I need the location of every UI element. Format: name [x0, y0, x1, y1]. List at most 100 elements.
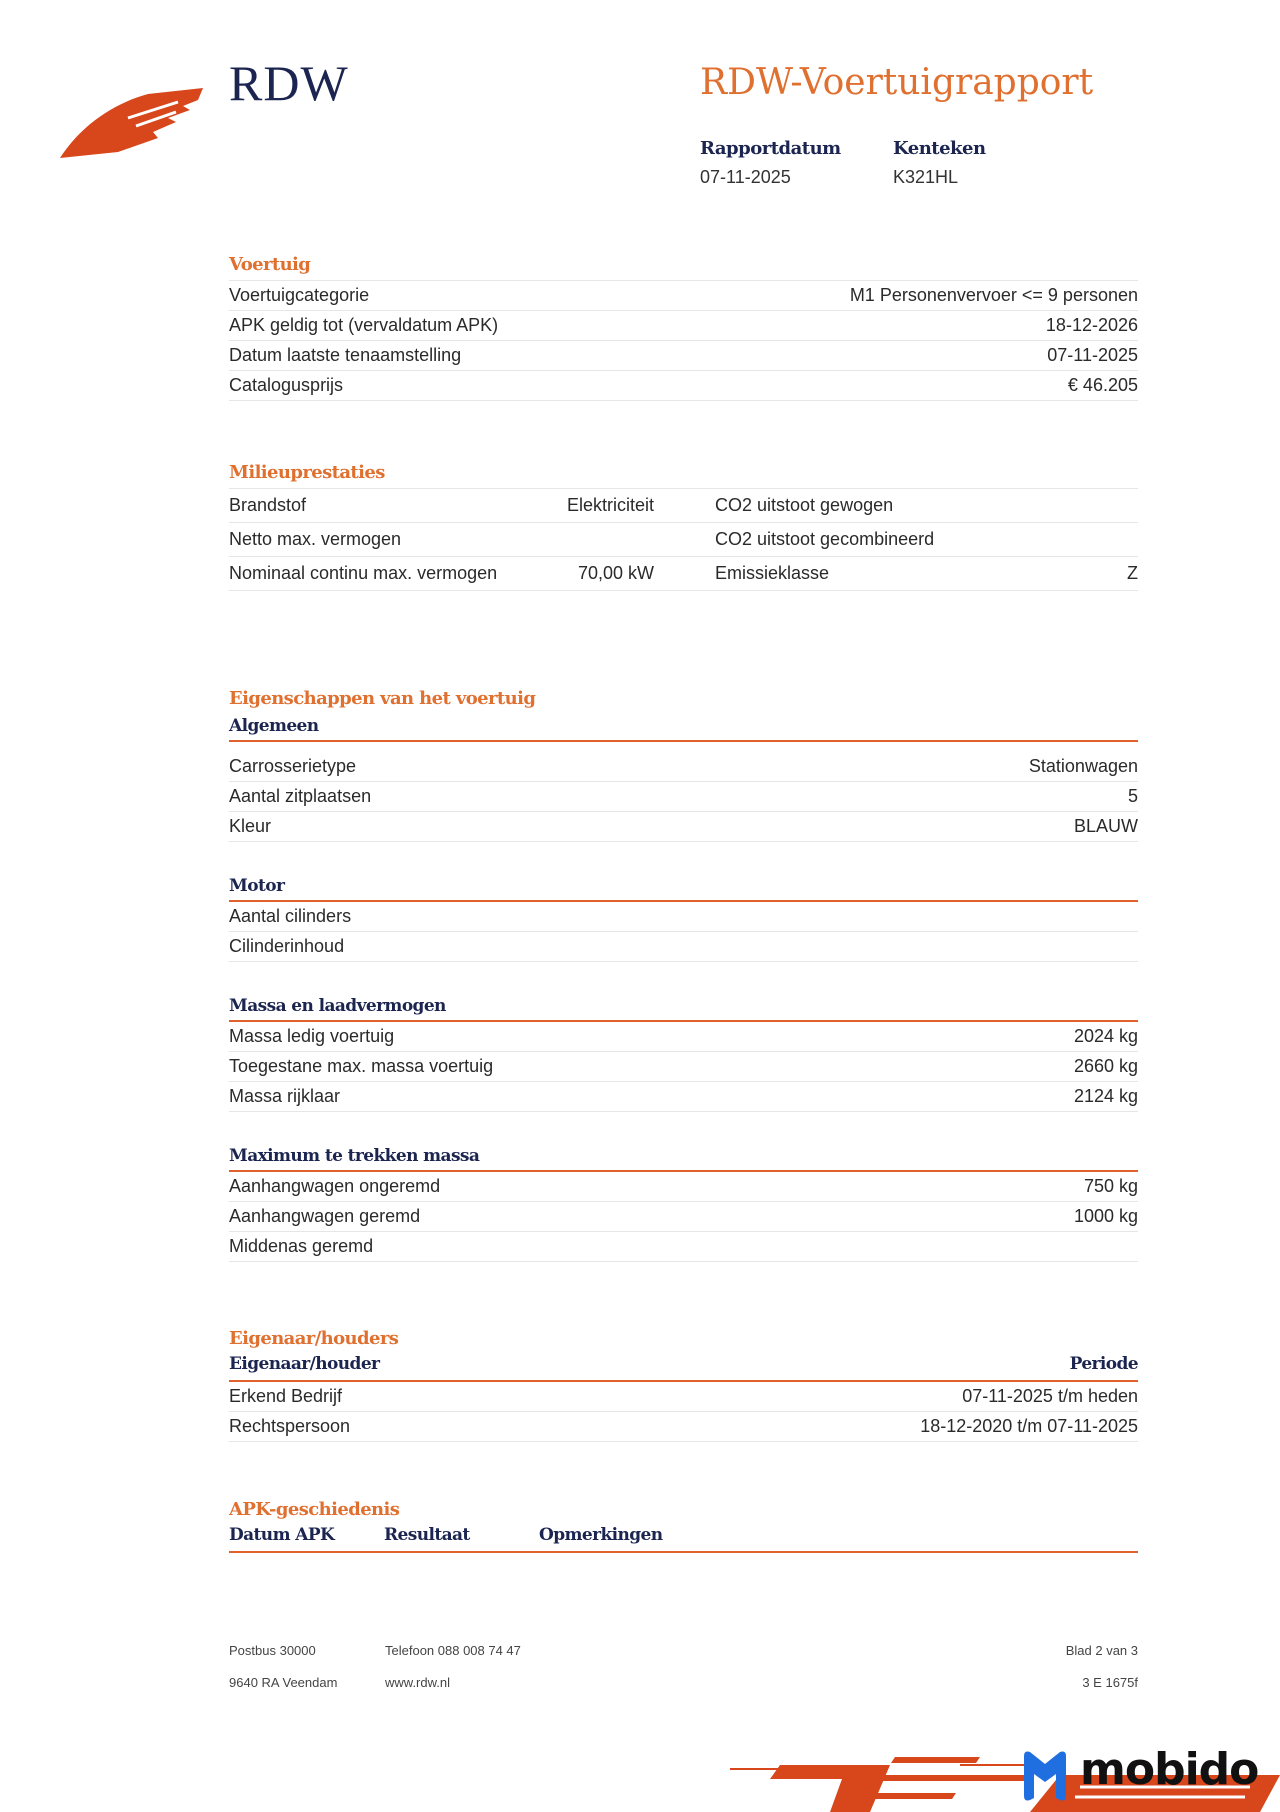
- table-row: Nominaal continu max. vermogen 70,00 kW Em…: [229, 557, 1138, 591]
- table-row: Massa rijklaar 2124 kg: [229, 1082, 1138, 1112]
- row-label: APK geldig tot (vervaldatum APK): [229, 315, 499, 335]
- table-row: Brandstof Elektriciteit CO2 uitstoot gewog…: [229, 489, 1138, 523]
- row-label: Erkend Bedrijf: [229, 1386, 343, 1406]
- rdw-logo-text: RDW: [229, 55, 349, 111]
- row-value: Stationwagen: [1028, 756, 1138, 776]
- row-value: € 46.205: [1067, 375, 1138, 395]
- row-value: M1 Personenvervoer <= 9 personen: [849, 285, 1138, 305]
- cell-v2: Z: [1127, 563, 1138, 583]
- row-value: 07-11-2025 t/m heden: [962, 1386, 1138, 1406]
- section-milieuprestaties: Milieuprestaties Brandstof Elektriciteit C…: [229, 462, 1138, 591]
- row-label: Catalogusprijs: [229, 375, 344, 395]
- row-value: 18-12-2026: [1045, 315, 1138, 335]
- table-row: Middenas geremd: [229, 1232, 1138, 1262]
- table-row: Carrosserietype Stationwagen: [229, 752, 1138, 782]
- footer-web[interactable]: www.rdw.nl: [385, 1675, 451, 1690]
- row-label: Aanhangwagen geremd: [229, 1206, 421, 1226]
- table-row: Datum laatste tenaamstelling 07-11-2025: [229, 341, 1138, 371]
- row-value: 5: [1127, 786, 1138, 806]
- table-row: Netto max. vermogen CO2 uitstoot gecombin…: [229, 523, 1138, 557]
- table-header: Eigenaar/houder Periode: [229, 1354, 1139, 1382]
- table-row: Voertuigcategorie M1 Personenvervoer <= 9…: [229, 281, 1138, 311]
- group-title: Massa en laadvermogen: [229, 996, 1138, 1022]
- group-motor: Motor Aantal cilinders Cilinderinhoud: [229, 876, 1138, 962]
- footer-address2: 9640 RA Veendam: [229, 1675, 338, 1690]
- table-row: Catalogusprijs € 46.205: [229, 371, 1138, 401]
- col-datum-apk: Datum APK: [229, 1525, 335, 1545]
- row-value: 2124 kg: [1073, 1086, 1138, 1106]
- cell-l2: CO2 uitstoot gecombineerd: [715, 529, 935, 549]
- row-label: Toegestane max. massa voertuig: [229, 1056, 494, 1076]
- table-row: Massa ledig voertuig 2024 kg: [229, 1022, 1138, 1052]
- footer-page: Blad 2 van 3: [1065, 1643, 1138, 1658]
- cell-l1: Brandstof: [229, 495, 307, 515]
- kenteken-value: K321HL: [893, 167, 959, 187]
- footer-address1: Postbus 30000: [229, 1643, 316, 1658]
- kenteken-label: Kenteken: [893, 138, 986, 159]
- section-eigenschappen: Eigenschappen van het voertuig Algemeen C…: [229, 688, 1138, 1262]
- rdw-stripes-icon: [730, 1757, 1280, 1812]
- section-title: Voertuig: [229, 254, 311, 275]
- row-label: Voertuigcategorie: [229, 285, 370, 305]
- cell-l1: Netto max. vermogen: [229, 529, 402, 549]
- group-title: Algemeen: [229, 716, 1138, 742]
- section-title: Eigenaar/houders: [229, 1328, 399, 1349]
- rapportdatum-label: Rapportdatum: [700, 138, 841, 159]
- section-voertuig: Voertuig Voertuigcategorie M1 Personenver…: [229, 254, 1138, 401]
- section-title: Milieuprestaties: [229, 462, 385, 483]
- rdw-logo-icon: [60, 88, 203, 158]
- table-header: Datum APK Resultaat Opmerkingen: [229, 1525, 1138, 1553]
- row-label: Rechtspersoon: [229, 1416, 351, 1436]
- col-periode: Periode: [1069, 1354, 1139, 1374]
- section-title: APK-geschiedenis: [229, 1499, 400, 1520]
- row-label: Carrosserietype: [229, 756, 357, 776]
- row-value: 1000 kg: [1073, 1206, 1138, 1226]
- table-row: Aantal zitplaatsen 5: [229, 782, 1138, 812]
- row-label: Aanhangwagen ongeremd: [229, 1176, 441, 1196]
- report-title: RDW-Voertuigrapport: [700, 62, 1094, 103]
- row-value: 07-11-2025: [1047, 345, 1138, 365]
- cell-l1: Nominaal continu max. vermogen: [229, 563, 498, 583]
- table-row: Aantal cilinders: [229, 902, 1138, 932]
- footer-phone: Telefoon 088 008 74 47: [385, 1643, 521, 1658]
- footer-code: 3 E 1675f: [1082, 1675, 1138, 1690]
- row-label: Middenas geremd: [229, 1236, 374, 1256]
- group-maximum-te-trekken-massa: Maximum te trekken massa Aanhangwagen ong…: [229, 1146, 1138, 1262]
- row-value: BLAUW: [1073, 816, 1138, 836]
- cell-v1: 70,00 kW: [577, 563, 654, 583]
- row-label: Cilinderinhoud: [229, 936, 345, 956]
- row-value: 750 kg: [1083, 1176, 1138, 1196]
- col-resultaat: Resultaat: [384, 1525, 470, 1545]
- row-label: Massa ledig voertuig: [229, 1026, 395, 1046]
- section-eigenaar: Eigenaar/houders Eigenaar/houder Periode…: [229, 1328, 1139, 1442]
- row-label: Kleur: [229, 816, 272, 836]
- cell-v1: Elektriciteit: [566, 495, 654, 515]
- row-label: Aantal zitplaatsen: [229, 786, 372, 806]
- group-massa-en-laadvermogen: Massa en laadvermogen Massa ledig voertui…: [229, 996, 1138, 1112]
- row-label: Datum laatste tenaamstelling: [229, 345, 462, 365]
- col-opmerkingen: Opmerkingen: [539, 1525, 663, 1545]
- cell-l2: Emissieklasse: [715, 563, 830, 583]
- section-apk: APK-geschiedenis Datum APK Resultaat Opm…: [229, 1499, 1138, 1553]
- table-row: APK geldig tot (vervaldatum APK) 18-12-20…: [229, 311, 1138, 341]
- cell-l2: CO2 uitstoot gewogen: [715, 495, 894, 515]
- table-row: Erkend Bedrijf 07-11-2025 t/m heden: [229, 1382, 1138, 1412]
- section-title: Eigenschappen van het voertuig: [229, 688, 536, 709]
- table-row: Cilinderinhoud: [229, 932, 1138, 962]
- table-row: Kleur BLAUW: [229, 812, 1138, 842]
- row-label: Aantal cilinders: [229, 906, 352, 926]
- table-row: Aanhangwagen ongeremd 750 kg: [229, 1172, 1138, 1202]
- row-value: 18-12-2020 t/m 07-11-2025: [920, 1416, 1138, 1436]
- mobido-logo-icon: [1024, 1751, 1066, 1801]
- rapportdatum-value: 07-11-2025: [700, 167, 791, 187]
- row-value: 2024 kg: [1073, 1026, 1138, 1046]
- group-algemeen: Algemeen Carrosserietype Stationwagen Aanta…: [229, 716, 1138, 842]
- row-value: 2660 kg: [1073, 1056, 1138, 1076]
- table-row: Aanhangwagen geremd 1000 kg: [229, 1202, 1138, 1232]
- group-title: Motor: [229, 876, 1138, 902]
- mobido-watermark: mobido: [1080, 1744, 1259, 1795]
- table-row: Toegestane max. massa voertuig 2660 kg: [229, 1052, 1138, 1082]
- group-title: Maximum te trekken massa: [229, 1146, 1138, 1172]
- table-row: Rechtspersoon 18-12-2020 t/m 07-11-2025: [229, 1412, 1138, 1442]
- col-eigenaar: Eigenaar/houder: [229, 1354, 380, 1374]
